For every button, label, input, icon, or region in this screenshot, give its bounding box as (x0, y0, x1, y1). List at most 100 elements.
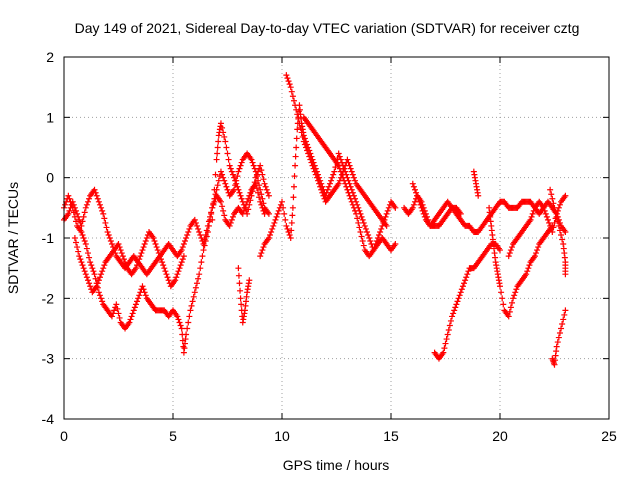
data-point (87, 283, 94, 290)
data-point (558, 325, 565, 332)
data-point (535, 244, 542, 251)
data-point (128, 313, 135, 320)
data-point (366, 235, 373, 241)
data-point (510, 295, 517, 302)
data-point (127, 316, 134, 323)
data-point (225, 156, 232, 163)
data-point (293, 135, 300, 142)
data-point (255, 168, 262, 175)
data-point (257, 162, 264, 169)
data-point (416, 198, 423, 205)
data-point (312, 171, 319, 178)
data-point (324, 186, 331, 193)
data-point (505, 313, 512, 320)
data-point (62, 201, 69, 208)
data-point (464, 271, 471, 278)
data-point (159, 259, 166, 266)
data-point (91, 271, 98, 278)
data-point (543, 213, 550, 220)
data-point (183, 235, 190, 241)
data-point (220, 174, 227, 181)
data-point (354, 215, 361, 222)
data-point (506, 250, 513, 257)
data-point (132, 265, 139, 272)
data-point (255, 177, 262, 184)
data-point (241, 204, 248, 211)
data-point (287, 235, 294, 241)
data-point (380, 219, 387, 226)
data-point (556, 201, 563, 208)
data-point (185, 319, 192, 326)
data-point (280, 204, 287, 211)
data-point (80, 235, 87, 241)
data-point (139, 283, 146, 290)
data-point (317, 183, 324, 190)
data-point (160, 262, 167, 269)
data-point (360, 219, 367, 226)
data-point (528, 213, 535, 220)
data-point (417, 201, 424, 208)
data-point (219, 124, 226, 131)
data-point (81, 268, 88, 275)
data-point (203, 227, 210, 234)
data-point (550, 200, 557, 207)
data-point (223, 144, 230, 151)
data-point (137, 253, 144, 260)
data-point (526, 262, 533, 269)
data-point (258, 250, 265, 257)
data-point (221, 133, 228, 140)
data-point (350, 204, 357, 211)
data-point (200, 241, 207, 248)
data-point (209, 204, 216, 211)
data-point (524, 268, 531, 275)
data-point (134, 298, 141, 305)
data-point (214, 150, 221, 157)
grid (64, 57, 609, 419)
y-tick-label: 2 (46, 49, 54, 65)
data-point (81, 238, 88, 245)
data-point (89, 265, 96, 272)
data-point (72, 218, 79, 225)
data-point (458, 286, 465, 293)
data-point (143, 235, 150, 241)
data-point (135, 295, 142, 302)
data-point (217, 198, 224, 205)
data-point (529, 210, 536, 217)
data-point (286, 81, 293, 88)
data-point (345, 189, 352, 196)
data-point (199, 253, 206, 260)
data-point (547, 222, 554, 229)
data-point (265, 210, 272, 217)
data-point (179, 244, 186, 251)
data-point (236, 189, 243, 196)
data-point (320, 192, 327, 199)
data-point (178, 325, 185, 332)
data-point (77, 256, 84, 263)
data-point (217, 168, 224, 175)
data-point (129, 310, 136, 317)
y-tick-label: 0 (46, 170, 54, 186)
data-point (69, 198, 76, 205)
x-tick-label: 5 (169, 428, 177, 444)
data-point (257, 198, 264, 205)
data-point (196, 271, 203, 278)
data-point (505, 253, 512, 260)
data-point (96, 201, 103, 208)
data-point (99, 298, 106, 305)
data-point (189, 298, 196, 305)
data-point (410, 183, 417, 190)
data-point (92, 189, 99, 196)
data-point (336, 165, 343, 172)
data-point (136, 292, 143, 299)
data-point (258, 167, 265, 174)
data-point (99, 207, 106, 214)
data-point (259, 195, 266, 202)
data-point (445, 327, 452, 334)
data-point (352, 177, 359, 184)
data-point (215, 177, 222, 184)
data-point (82, 204, 89, 211)
data-point (74, 210, 81, 217)
data-point (172, 277, 179, 284)
data-point (450, 310, 457, 317)
data-point (76, 216, 83, 223)
